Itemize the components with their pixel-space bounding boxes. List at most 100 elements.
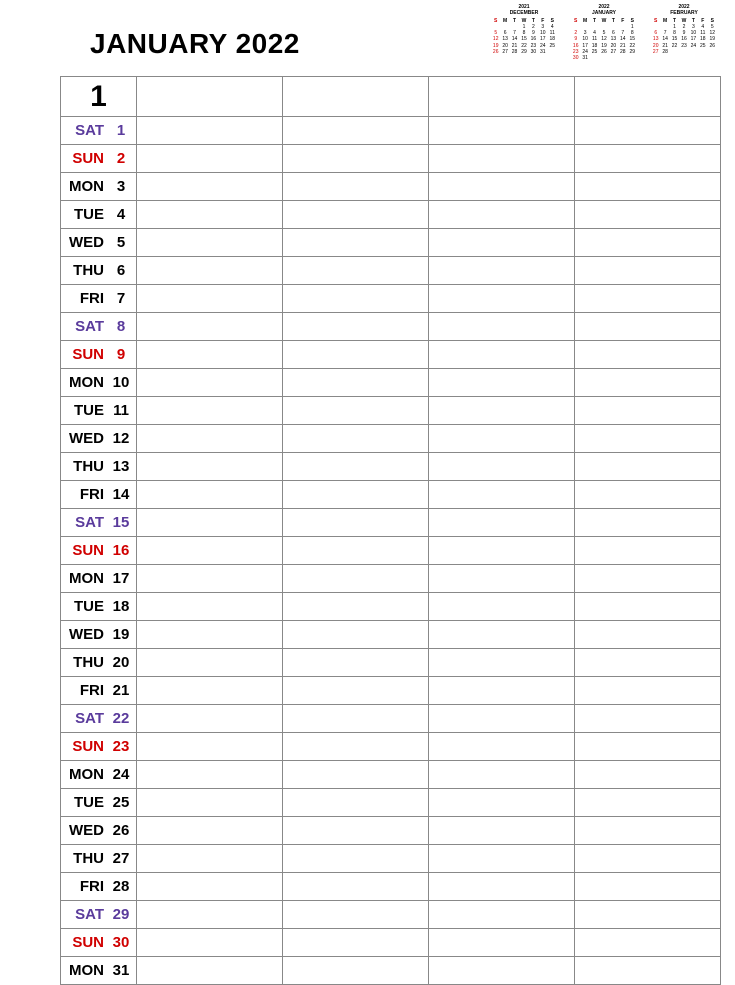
planner-cell: [575, 593, 721, 621]
planner-cell: [137, 397, 283, 425]
day-number: 16: [110, 542, 132, 559]
day-of-week: MON: [61, 178, 110, 195]
day-label-cell: MON17: [61, 565, 137, 593]
page-title: JANUARY 2022: [90, 28, 300, 60]
planner-cell: [137, 481, 283, 509]
day-number: 24: [110, 766, 132, 783]
month-number-cell: 1: [61, 77, 137, 117]
day-label-cell: TUE25: [61, 789, 137, 817]
planner-cell: [575, 621, 721, 649]
planner-cell: [137, 509, 283, 537]
planner-day-row: SAT1: [61, 117, 721, 145]
planner-cell: [575, 845, 721, 873]
mini-cal-day: [698, 49, 707, 55]
planner-day-row: FRI21: [61, 677, 721, 705]
planner-cell: [429, 929, 575, 957]
planner-day-row: TUE25: [61, 789, 721, 817]
mini-cal-day: [689, 49, 698, 55]
planner-day-row: SUN2: [61, 145, 721, 173]
day-number: 14: [110, 486, 132, 503]
planner-cell: [283, 201, 429, 229]
planner-cell: [137, 845, 283, 873]
planner-header-col5: [575, 77, 721, 117]
day-number: 4: [110, 206, 132, 223]
planner-day-row: SAT29: [61, 901, 721, 929]
day-number: 3: [110, 178, 132, 195]
planner-cell: [137, 733, 283, 761]
day-label-cell: MON3: [61, 173, 137, 201]
day-of-week: THU: [61, 654, 110, 671]
day-of-week: SAT: [61, 318, 110, 335]
planner-cell: [283, 509, 429, 537]
day-label-cell: SAT15: [61, 509, 137, 537]
mini-cal-day: [599, 55, 608, 61]
mini-cal-day: 28: [510, 49, 519, 55]
planner-cell: [575, 705, 721, 733]
planner-day-row: SAT22: [61, 705, 721, 733]
day-label-cell: THU20: [61, 649, 137, 677]
planner-cell: [575, 201, 721, 229]
planner-day-row: THU20: [61, 649, 721, 677]
day-label-cell: SAT22: [61, 705, 137, 733]
day-number: 1: [110, 122, 132, 139]
day-label-cell: FRI14: [61, 481, 137, 509]
planner-day-row: SUN30: [61, 929, 721, 957]
planner-cell: [283, 117, 429, 145]
mini-cal-day: [708, 49, 717, 55]
day-of-week: WED: [61, 234, 110, 251]
planner-cell: [283, 845, 429, 873]
day-label-cell: SAT8: [61, 313, 137, 341]
planner-cell: [283, 929, 429, 957]
planner-cell: [283, 957, 429, 985]
day-of-week: SAT: [61, 122, 110, 139]
planner-header-col4: [429, 77, 575, 117]
planner-cell: [575, 565, 721, 593]
planner-cell: [429, 117, 575, 145]
planner-cell: [575, 173, 721, 201]
planner-cell: [429, 173, 575, 201]
day-label-cell: WED26: [61, 817, 137, 845]
planner-cell: [575, 257, 721, 285]
day-of-week: FRI: [61, 682, 110, 699]
planner-cell: [575, 761, 721, 789]
day-of-week: SAT: [61, 906, 110, 923]
planner-day-row: FRI14: [61, 481, 721, 509]
planner-cell: [429, 425, 575, 453]
day-number: 22: [110, 710, 132, 727]
mini-cal-day: 30: [529, 49, 538, 55]
day-label-cell: SUN30: [61, 929, 137, 957]
day-number: 26: [110, 822, 132, 839]
planner-cell: [137, 929, 283, 957]
planner-cell: [429, 649, 575, 677]
day-number: 18: [110, 598, 132, 615]
planner-cell: [575, 341, 721, 369]
mini-cal-day: 27: [651, 49, 660, 55]
day-of-week: WED: [61, 430, 110, 447]
day-number: 9: [110, 346, 132, 363]
planner-cell: [283, 901, 429, 929]
planner-day-row: MON10: [61, 369, 721, 397]
day-number: 29: [110, 906, 132, 923]
day-number: 6: [110, 262, 132, 279]
day-of-week: SUN: [61, 934, 110, 951]
planner-cell: [429, 201, 575, 229]
planner-header-col2: [137, 77, 283, 117]
planner-cell: [429, 621, 575, 649]
day-number: 27: [110, 850, 132, 867]
planner-cell: [283, 593, 429, 621]
planner-cell: [283, 733, 429, 761]
planner-cell: [137, 257, 283, 285]
planner-header-row: 1: [61, 77, 721, 117]
day-number: 13: [110, 458, 132, 475]
planner-cell: [575, 481, 721, 509]
planner-cell: [137, 425, 283, 453]
planner-cell: [137, 537, 283, 565]
day-number: 25: [110, 794, 132, 811]
day-label-cell: SAT29: [61, 901, 137, 929]
day-of-week: TUE: [61, 402, 110, 419]
day-number: 7: [110, 290, 132, 307]
planner-day-row: SUN9: [61, 341, 721, 369]
mini-cal-day: 31: [538, 49, 547, 55]
planner-cell: [575, 117, 721, 145]
day-of-week: MON: [61, 570, 110, 587]
